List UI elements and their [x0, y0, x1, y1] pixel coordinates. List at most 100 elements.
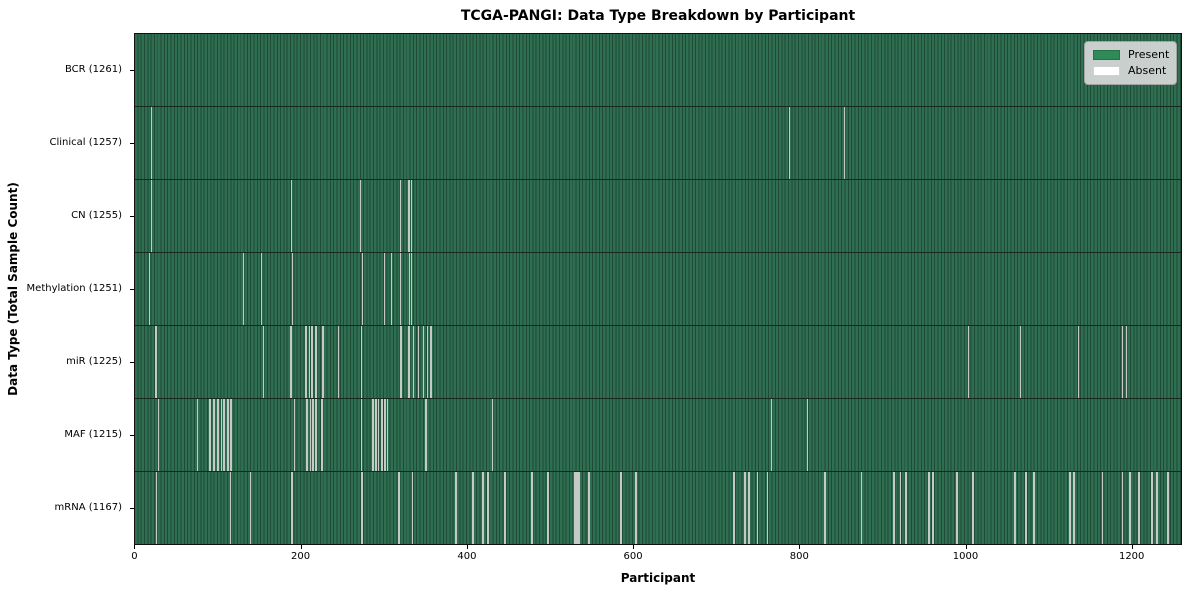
absent-stripe	[971, 472, 975, 544]
absent-stripe	[386, 399, 389, 471]
absent-stripe	[766, 472, 769, 544]
x-axis-label: Participant	[620, 571, 696, 585]
x-tick-mark	[466, 545, 468, 549]
absent-stripe	[492, 399, 494, 471]
absent-stripe	[635, 472, 637, 544]
absent-stripe	[1078, 326, 1080, 398]
absent-stripe	[620, 472, 622, 544]
x-tick-label: 800	[789, 551, 809, 562]
absent-stripe	[504, 472, 506, 544]
absent-stripe	[398, 472, 401, 544]
heatmap-row-CN	[135, 180, 1181, 253]
absent-stripe	[150, 107, 153, 179]
absent-stripe	[309, 399, 312, 471]
y-tick-label: Clinical (1257)	[49, 136, 123, 148]
absent-stripe	[426, 326, 429, 398]
absent-stripe	[482, 472, 485, 544]
y-tick-mark	[130, 289, 134, 290]
absent-stripe	[1167, 472, 1169, 544]
heatmap-row-BCR	[135, 34, 1181, 107]
absent-stripe	[1101, 472, 1104, 544]
y-tick-mark	[130, 143, 134, 144]
absent-stripe	[408, 180, 410, 252]
x-tick-label: 400	[457, 551, 477, 562]
absent-stripe	[155, 472, 158, 544]
absent-stripe	[208, 399, 211, 471]
absent-stripe	[1020, 326, 1022, 398]
absent-stripe	[337, 326, 339, 398]
legend-label: Absent	[1128, 64, 1167, 77]
absent-stripe	[430, 326, 432, 398]
absent-stripe	[748, 472, 750, 544]
absent-stripe	[1073, 472, 1075, 544]
x-tick-label: 1000	[952, 551, 979, 562]
absent-stripe	[531, 472, 534, 544]
absent-stripe	[361, 399, 363, 471]
absent-stripe	[425, 399, 427, 471]
absent-stripe	[956, 472, 958, 544]
absent-stripe	[487, 472, 490, 544]
absent-stripe	[217, 399, 219, 471]
y-tick-mark	[130, 362, 134, 363]
absent-stripe	[321, 326, 324, 398]
x-tick-label: 0	[131, 551, 138, 562]
absent-stripe	[361, 253, 363, 325]
y-tick-label: BCR (1261)	[64, 63, 122, 75]
absent-stripe	[292, 253, 294, 325]
absent-stripe	[400, 326, 402, 398]
absent-stripe	[321, 399, 323, 471]
absent-stripe	[197, 399, 199, 471]
absent-stripe	[417, 326, 420, 398]
x-tick-label: 200	[291, 551, 311, 562]
absent-stripe	[967, 326, 969, 398]
absent-stripe	[472, 472, 475, 544]
y-tick-label: miR (1225)	[66, 356, 122, 368]
absent-stripe	[291, 180, 293, 252]
absent-stripe	[932, 472, 934, 544]
heatmap-row-Clinical	[135, 107, 1181, 180]
absent-stripe	[422, 326, 425, 398]
absent-stripe	[789, 107, 791, 179]
heatmap-row-mRNA	[135, 472, 1181, 544]
y-tick-mark	[130, 435, 134, 436]
absent-stripe	[547, 472, 549, 544]
legend-item-present: Present	[1093, 47, 1169, 63]
y-tick-label: CN (1255)	[71, 209, 122, 221]
x-tick-mark	[799, 545, 801, 549]
absent-stripe	[150, 180, 152, 252]
absent-stripe	[290, 326, 292, 398]
absent-stripe	[381, 399, 383, 471]
absent-stripe	[384, 399, 386, 471]
heatmap-row-miR	[135, 326, 1181, 399]
absent-stripe	[411, 472, 414, 544]
x-tick-mark	[1131, 545, 1133, 549]
absent-stripe	[315, 326, 317, 398]
absent-stripe	[1128, 472, 1131, 544]
chart-title: TCGA-PANGI: Data Type Breakdown by Parti…	[460, 8, 856, 24]
absent-stripe	[1122, 326, 1124, 398]
legend-swatch-present	[1093, 50, 1120, 60]
legend: Present Absent	[1084, 41, 1177, 85]
absent-stripe	[770, 399, 772, 471]
absent-stripe	[409, 253, 411, 325]
x-tick-mark	[965, 545, 967, 549]
legend-swatch-absent	[1093, 66, 1120, 76]
y-tick-label: MAF (1215)	[64, 429, 122, 441]
absent-stripe	[149, 253, 151, 325]
absent-stripe	[843, 107, 845, 179]
absent-stripe	[158, 399, 160, 471]
absent-stripe	[229, 399, 233, 471]
absent-stripe	[400, 180, 402, 252]
absent-stripe	[1014, 472, 1016, 544]
absent-stripe	[154, 326, 157, 398]
absent-stripe	[306, 399, 308, 471]
heatmap-row-MAF	[135, 399, 1181, 472]
y-tick-label: Methylation (1251)	[26, 283, 122, 294]
x-tick-label: 600	[623, 551, 643, 562]
absent-stripe	[249, 472, 252, 544]
absent-stripe	[1156, 472, 1159, 544]
absent-stripe	[733, 472, 736, 544]
absent-stripe	[1138, 472, 1140, 544]
y-tick-mark	[130, 216, 134, 217]
absent-stripe	[573, 472, 580, 544]
